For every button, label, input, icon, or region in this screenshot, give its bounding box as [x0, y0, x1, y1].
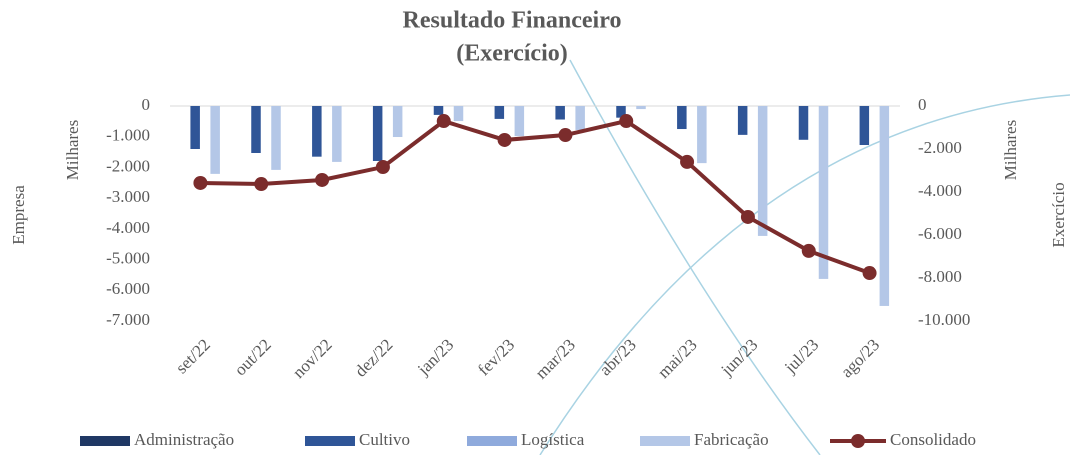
marker [254, 177, 269, 192]
y-tick-label: -7.000 [106, 310, 150, 329]
y-tick-label: -2.000 [106, 156, 150, 175]
bar [392, 106, 403, 138]
y-axis-title: Empresa [9, 185, 28, 245]
legend-swatch [80, 436, 130, 446]
bar [210, 106, 220, 174]
bar [251, 106, 261, 153]
bar [312, 106, 322, 157]
marker [436, 114, 451, 129]
y-tick-label: -1.000 [106, 126, 150, 145]
bar [798, 106, 809, 140]
bar [575, 106, 585, 130]
y2-tick-label: 0 [918, 95, 927, 114]
x-tick-label: abr/23 [596, 335, 640, 379]
bar [271, 106, 281, 170]
line [200, 118, 871, 275]
bar [433, 106, 444, 115]
y2-tick-label: -10.000 [918, 310, 970, 329]
bar [737, 106, 748, 135]
marker [862, 266, 877, 281]
y-tick-label: -5.000 [106, 248, 150, 267]
bar [636, 106, 646, 110]
bar [859, 106, 870, 146]
bar [757, 106, 768, 236]
y2-tick-label: -8.000 [918, 267, 962, 286]
y2-axis-title: Exercício [1049, 182, 1068, 247]
x-tick-label: out/22 [231, 335, 275, 379]
bar [453, 106, 464, 122]
marker [680, 154, 695, 169]
legend-label: Fabricação [694, 430, 769, 449]
bar [616, 106, 626, 118]
marker [740, 209, 755, 224]
y-tick-label: -4.000 [106, 218, 150, 237]
marker [558, 128, 573, 143]
y-tick-label: 0 [142, 95, 151, 114]
bar [514, 106, 525, 137]
decoration [569, 59, 821, 455]
bar [677, 106, 687, 130]
legend-swatch [305, 436, 355, 446]
bar [494, 106, 505, 119]
bar [332, 106, 342, 162]
bar [190, 106, 200, 149]
bar [879, 106, 890, 306]
legend-label: Consolidado [890, 430, 976, 449]
legend-label: Administração [134, 430, 234, 449]
x-tick-label: ago/23 [837, 335, 883, 381]
marker [315, 172, 330, 187]
legend-label: Cultivo [359, 430, 410, 449]
marker [619, 114, 634, 129]
bar [697, 106, 707, 164]
y-axis-label: Milhares [63, 120, 82, 180]
legend-swatch [640, 436, 690, 446]
legend-swatch [467, 436, 517, 446]
x-tick-label: jul/23 [780, 335, 822, 377]
marker [497, 132, 512, 147]
bar [372, 106, 383, 161]
legend-label: Logística [521, 430, 585, 449]
marker [375, 160, 390, 175]
chart-title: Resultado Financeiro [403, 8, 622, 34]
x-tick-label: mar/23 [532, 335, 579, 382]
x-tick-label: jan/23 [413, 335, 457, 379]
y-tick-label: -3.000 [106, 187, 150, 206]
x-tick-label: fev/23 [474, 335, 518, 379]
y2-tick-label: -6.000 [918, 224, 962, 243]
bar [555, 106, 565, 120]
marker [193, 175, 208, 190]
y2-tick-label: -4.000 [918, 181, 962, 200]
y2-axis-label: Milhares [1001, 120, 1020, 180]
bar [818, 106, 829, 279]
x-tick-label: dez/22 [351, 335, 396, 380]
x-tick-label: nov/22 [289, 335, 336, 382]
legend-swatch [851, 434, 865, 448]
x-tick-label: mai/23 [654, 335, 701, 382]
y-tick-label: -6.000 [106, 279, 150, 298]
chart-subtitle: (Exercício) [456, 41, 568, 67]
decoration [539, 94, 1070, 455]
x-tick-label: set/22 [172, 335, 214, 377]
marker [801, 243, 816, 258]
y2-tick-label: -2.000 [918, 138, 962, 157]
